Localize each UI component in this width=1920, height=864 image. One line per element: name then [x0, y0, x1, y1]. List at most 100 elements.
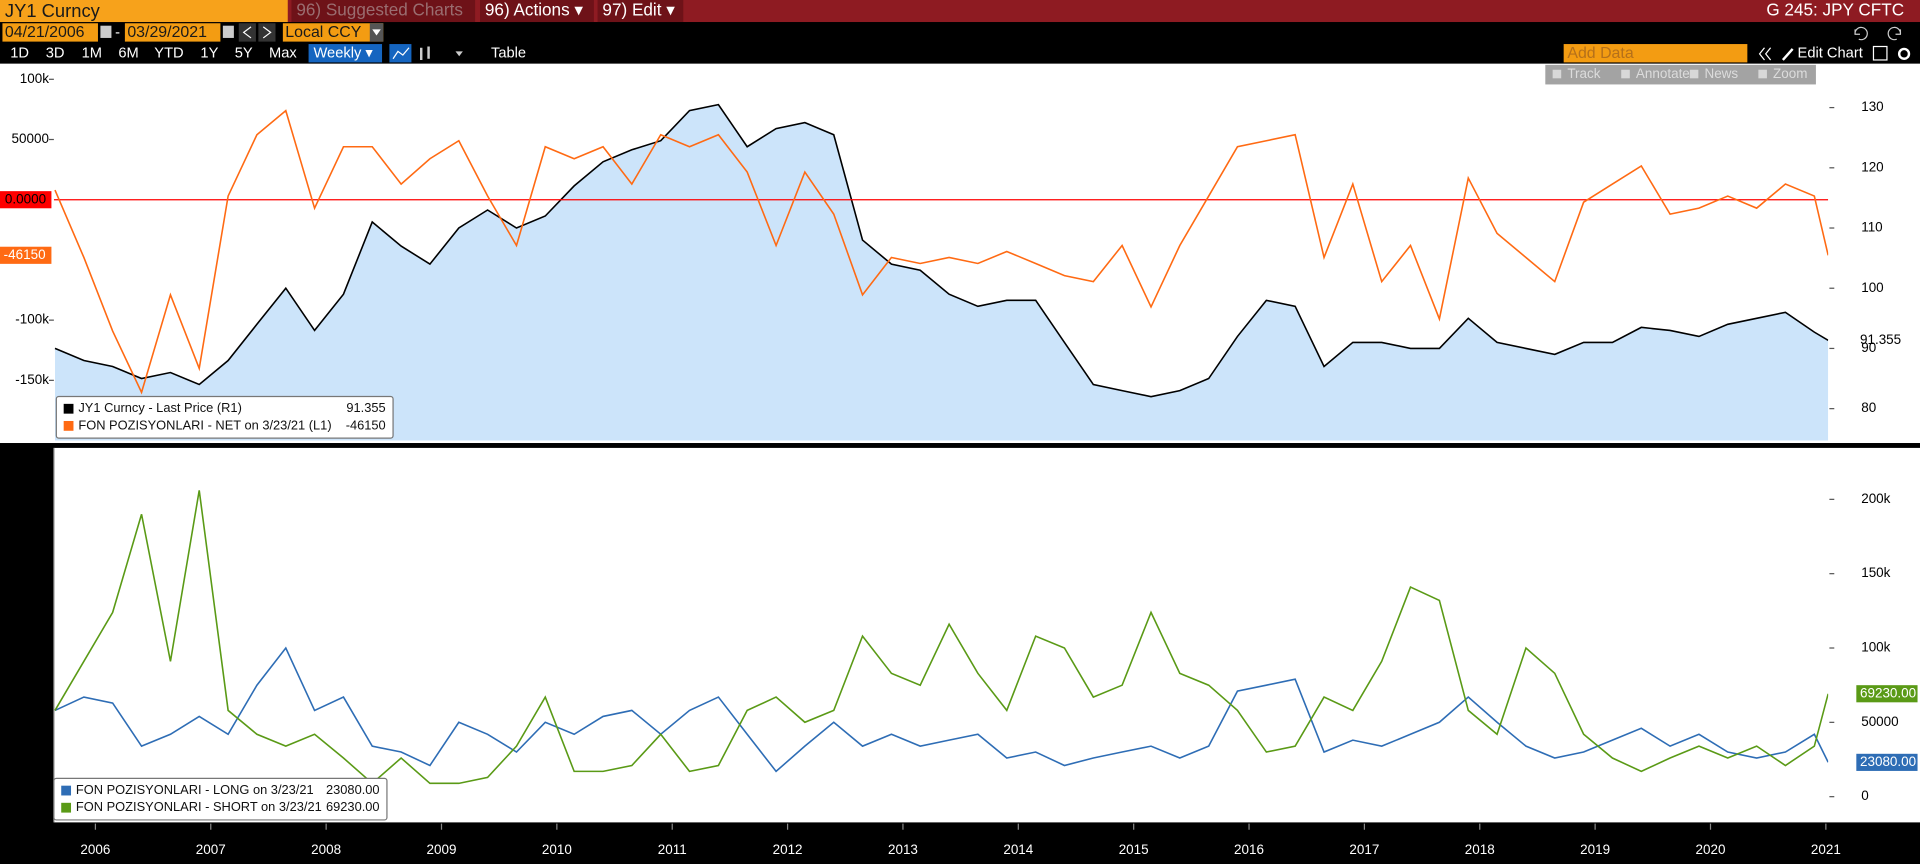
date-separator: - — [115, 25, 120, 41]
x-tick-label: 2015 — [1119, 842, 1149, 857]
line-icon — [392, 47, 410, 60]
legend-value: -46150 — [346, 417, 386, 432]
edit-button[interactable] — [597, 0, 684, 23]
plot-area — [54, 490, 1829, 785]
x-tick-label: 2019 — [1580, 842, 1610, 857]
x-tick-label: 2020 — [1696, 842, 1726, 857]
x-tick-label: 2007 — [196, 842, 226, 857]
pencil-icon — [1781, 48, 1794, 61]
end-date[interactable]: 03/29/2021 — [127, 24, 207, 41]
period-button[interactable]: 6M — [118, 46, 138, 62]
y-tick-label: 0 — [1861, 788, 1868, 803]
calendar-icon[interactable] — [222, 25, 234, 38]
bar-icon[interactable] — [420, 46, 430, 60]
tool-button[interactable]: Track — [1567, 66, 1600, 81]
legend-value: 91.355 — [346, 400, 385, 415]
next-arrow — [262, 26, 272, 39]
last-value-label: -46150 — [4, 247, 46, 262]
y-tick-label: 130 — [1861, 99, 1883, 114]
start-date-box[interactable] — [2, 23, 98, 42]
add-data-box[interactable] — [1563, 44, 1748, 63]
period-button[interactable]: Max — [269, 46, 297, 62]
x-tick-label: 2009 — [427, 842, 457, 857]
period-button[interactable]: YTD — [154, 46, 183, 62]
period-buttons: 1D 3D 1M 6M YTD 1Y 5Y Max — [10, 46, 297, 62]
actions-button[interactable] — [480, 0, 594, 23]
tools-bar — [1545, 64, 1816, 85]
ticker-box[interactable] — [0, 0, 288, 23]
tool-icon — [1552, 69, 1562, 79]
period-button[interactable]: 1D — [10, 46, 29, 62]
calendar-icon[interactable] — [100, 25, 112, 38]
legend-box — [53, 777, 388, 821]
x-tick-label: 2011 — [658, 842, 687, 857]
suggested-button[interactable] — [291, 0, 476, 23]
end-date-box[interactable] — [124, 23, 221, 42]
period-button[interactable]: 3D — [46, 46, 65, 62]
period-button[interactable]: 5Y — [235, 46, 253, 62]
table-button[interactable]: Table — [491, 46, 526, 62]
frequency[interactable]: Weekly ▾ — [313, 46, 373, 62]
currency[interactable]: Local CCY — [285, 24, 361, 41]
y-tick-label: -100k — [15, 312, 49, 327]
chart-tools: Track Annotate News Zoom — [1545, 64, 1816, 85]
collapse-icon[interactable] — [1758, 47, 1772, 61]
value-badge — [1856, 685, 1918, 703]
y-tick-label: 150k — [1861, 565, 1890, 580]
last-value-label: 69230.00 — [1860, 685, 1916, 700]
dropdown-arrow — [372, 29, 381, 36]
ticker[interactable]: JY1 Curncy — [5, 0, 101, 21]
legend-swatch — [63, 420, 74, 431]
y-tick-label: 100k — [20, 71, 49, 86]
actions[interactable]: 96) Actions ▾ — [485, 0, 584, 20]
start-date[interactable]: 04/21/2006 — [5, 24, 85, 41]
tool-button[interactable]: Zoom — [1773, 66, 1807, 81]
plot-area — [53, 103, 1829, 441]
edit[interactable]: 97) Edit ▾ — [602, 0, 675, 20]
x-tick-label: 2017 — [1349, 842, 1379, 857]
add-data[interactable]: Add Data — [1567, 45, 1633, 62]
x-tick-label: 2008 — [311, 842, 341, 857]
y-tick-label: 50000 — [12, 131, 49, 146]
y-tick-label: 200k — [1861, 491, 1890, 506]
tool-icon — [1621, 69, 1630, 79]
y-tick-label: -150k — [15, 372, 49, 387]
value-badge — [0, 246, 52, 264]
undo-icon[interactable] — [1854, 26, 1868, 41]
page-code: G 245: JPY CFTC — [1766, 0, 1904, 20]
legend-label: FON POZISYONLARI - LONG on 3/23/21 — [76, 782, 314, 797]
prev-arrow — [242, 26, 252, 39]
period-button[interactable]: 1M — [82, 46, 102, 62]
currency-box[interactable] — [282, 23, 384, 42]
last-value-label: 23080.00 — [1860, 754, 1916, 769]
lower-panel — [53, 447, 1920, 823]
x-tick-label: 2012 — [773, 842, 803, 857]
legend-swatch — [61, 785, 72, 796]
last-value-label: 91.355 — [1860, 332, 1901, 347]
redo-icon[interactable] — [1887, 26, 1902, 41]
line — [54, 103, 1829, 398]
legend-label: FON POZISYONLARI - NET on 3/23/21 (L1) — [78, 417, 331, 432]
dropdown-arrow[interactable] — [455, 51, 463, 57]
next-button[interactable] — [258, 23, 276, 42]
gear-icon[interactable] — [1897, 47, 1911, 60]
line — [54, 109, 1829, 395]
area — [54, 104, 1829, 441]
title-bar — [0, 0, 1920, 23]
tool-button[interactable]: Annotate — [1636, 66, 1690, 81]
x-tick-label: 2014 — [1003, 842, 1033, 857]
line — [54, 490, 1829, 785]
prev-button[interactable] — [238, 23, 256, 42]
tool-button[interactable]: News — [1704, 66, 1738, 81]
edit-chart[interactable]: Edit Chart — [1798, 46, 1863, 62]
legend-label: JY1 Curncy - Last Price (R1) — [78, 400, 241, 415]
suggested-charts[interactable]: 96) Suggested Charts — [296, 0, 463, 20]
frequency-box[interactable] — [308, 44, 383, 63]
settings-icon[interactable] — [1872, 45, 1888, 61]
y-tick-label: 90 — [1861, 340, 1876, 355]
period-button[interactable]: 1Y — [200, 46, 218, 62]
y-tick-label: 100k — [1861, 640, 1890, 655]
x-tick-label: 2018 — [1465, 842, 1495, 857]
y-tick-label: 50000 — [1861, 714, 1898, 729]
